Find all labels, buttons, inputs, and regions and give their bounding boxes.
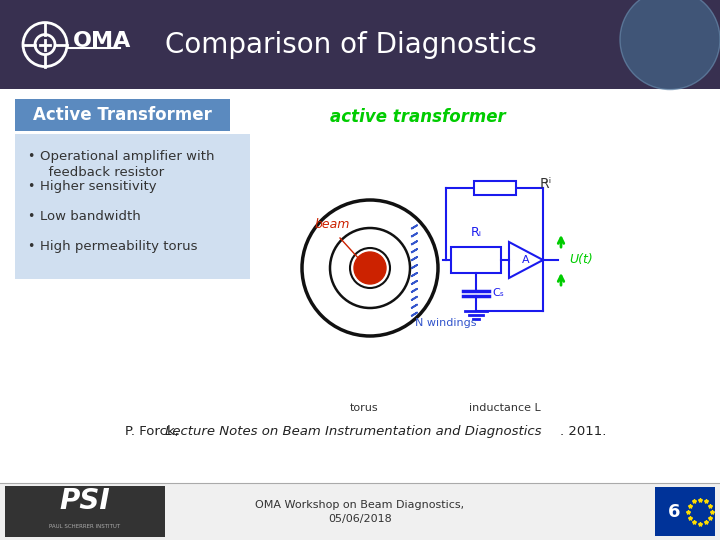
- Text: Lecture Notes on Beam Instrumentation and Diagnostics: Lecture Notes on Beam Instrumentation an…: [165, 425, 541, 438]
- Text: 6: 6: [668, 503, 680, 521]
- Text: Low bandwidth: Low bandwidth: [40, 210, 140, 223]
- Bar: [5, 487, 165, 537]
- Text: •: •: [27, 210, 35, 223]
- Text: Comparison of Diagnostics: Comparison of Diagnostics: [165, 31, 536, 58]
- Bar: [15, 134, 250, 279]
- Bar: [474, 181, 516, 195]
- Text: OMA: OMA: [73, 31, 131, 51]
- Text: Operational amplifier with
  feedback resistor: Operational amplifier with feedback resi…: [40, 150, 215, 179]
- Bar: [451, 247, 501, 273]
- Bar: [0, 0, 720, 89]
- Text: High permeability torus: High permeability torus: [40, 240, 197, 253]
- Text: Higher sensitivity: Higher sensitivity: [40, 180, 157, 193]
- Text: active transformer: active transformer: [330, 108, 505, 126]
- Text: Active Transformer: Active Transformer: [33, 106, 212, 124]
- Text: beam: beam: [315, 218, 351, 231]
- Bar: [15, 99, 230, 131]
- Text: P. Forck,: P. Forck,: [125, 425, 183, 438]
- Text: PAUL SCHERRER INSTITUT: PAUL SCHERRER INSTITUT: [50, 524, 120, 529]
- Text: •: •: [27, 150, 35, 163]
- Text: Cₛ: Cₛ: [492, 288, 504, 299]
- Bar: [0, 483, 720, 540]
- Text: N windings: N windings: [415, 318, 477, 328]
- Circle shape: [620, 0, 720, 90]
- Text: •: •: [27, 240, 35, 253]
- Text: U(t): U(t): [569, 253, 593, 267]
- Text: inductance L: inductance L: [469, 403, 541, 413]
- Circle shape: [354, 252, 386, 284]
- Text: OMA Workshop on Beam Diagnostics,
05/06/2018: OMA Workshop on Beam Diagnostics, 05/06/…: [256, 500, 464, 524]
- Bar: [655, 487, 715, 536]
- Text: PSI: PSI: [60, 488, 110, 516]
- Text: Rᵢ: Rᵢ: [470, 226, 482, 239]
- Text: •: •: [27, 180, 35, 193]
- Text: A: A: [522, 255, 530, 265]
- Text: . 2011.: . 2011.: [560, 425, 606, 438]
- Text: Rⁱ: Rⁱ: [539, 177, 552, 191]
- Text: torus: torus: [350, 403, 379, 413]
